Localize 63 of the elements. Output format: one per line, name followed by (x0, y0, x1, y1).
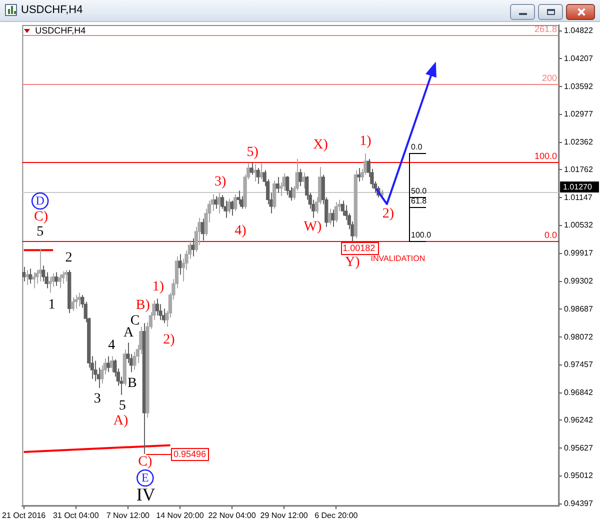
annotation: 0.95496 (173, 448, 206, 459)
y-tick-label: 0.99917 (564, 248, 594, 258)
annotation: 61.8 (411, 196, 428, 206)
annotation: 5) (246, 145, 259, 160)
annotation: 261.8 (534, 24, 557, 34)
annotation: 200 (542, 72, 557, 83)
chart-title: USDCHF,H4 (21, 4, 83, 17)
annotation: E (141, 470, 149, 485)
y-tick-label: 1.00532 (564, 220, 594, 230)
annotation: 1) (152, 279, 164, 294)
x-tick-label: 7 Nov 12:00 (106, 511, 150, 520)
annotation: C) (34, 209, 48, 224)
ref-line-label: 1.01270 (563, 182, 592, 192)
y-tick-label: 1.03592 (564, 82, 594, 91)
annotation: C) (138, 454, 152, 470)
annotation: 3) (214, 174, 226, 190)
annotation: 5 (118, 398, 126, 414)
y-tick-label: 1.02977 (564, 110, 594, 119)
annotation: 2) (382, 206, 394, 222)
x-tick-label: 21 Oct 2016 (2, 511, 46, 520)
y-tick-label: 0.98072 (564, 332, 594, 342)
annotation: 2 (65, 250, 72, 266)
annotation: 1 (48, 297, 56, 312)
annotation: 100.0 (411, 230, 432, 240)
annotation: D (36, 194, 45, 208)
annotation: Y) (345, 255, 360, 270)
x-tick-label: 14 Nov 20:00 (156, 511, 204, 520)
annotation: 4) (234, 223, 247, 238)
annotation: 50.0 (411, 186, 428, 196)
x-tick-label: 31 Oct 04:00 (52, 511, 100, 520)
x-tick-label: 6 Dec 20:00 (314, 511, 358, 520)
y-tick-label: 0.96242 (564, 415, 594, 424)
annotation: W) (304, 220, 322, 235)
annotation: 0.0 (411, 142, 423, 152)
y-tick-label: 1.01762 (564, 164, 594, 174)
annotation: 1.00182 (342, 242, 376, 253)
y-tick-label: 0.98687 (564, 304, 594, 314)
annotation: IV (136, 484, 156, 505)
y-tick-label: 0.99302 (564, 276, 594, 286)
annotation: 0.0 (544, 230, 557, 240)
y-tick-label: 0.97457 (564, 360, 594, 370)
x-tick-label: 29 Nov 12:00 (260, 511, 308, 520)
annotation: 4 (108, 338, 116, 353)
annotation: 1) (360, 134, 372, 150)
y-tick-label: 0.94397 (564, 499, 594, 508)
annotation: A) (113, 413, 128, 428)
y-tick-label: 1.02362 (564, 138, 594, 147)
y-tick-label: 1.01147 (564, 192, 593, 202)
annotation: B (127, 376, 137, 391)
y-tick-label: 0.95627 (564, 443, 594, 452)
y-tick-label: 0.95012 (564, 471, 594, 480)
annotation: 100.0 (534, 150, 557, 161)
annotation: 5 (36, 224, 44, 240)
y-tick-label: 1.04822 (564, 26, 594, 36)
annotation: 2) (163, 332, 176, 348)
x-tick-label: 22 Nov 04:00 (208, 511, 256, 520)
annotation: X) (313, 138, 328, 153)
annotation: B) (136, 298, 150, 313)
annotation: INVALIDATION (370, 254, 426, 264)
y-tick-label: 0.96842 (564, 388, 594, 398)
annotation: USDCHF,H4 (35, 25, 86, 36)
y-tick-label: 1.04207 (564, 54, 594, 63)
annotation: 3 (94, 392, 101, 407)
